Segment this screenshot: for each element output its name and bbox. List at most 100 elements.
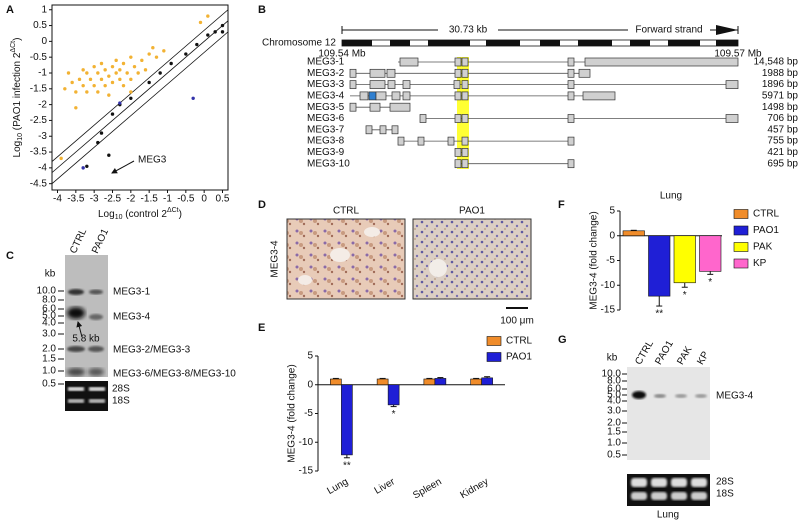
exon (582, 91, 616, 101)
x-tick-label: -0.5 (177, 194, 195, 205)
point (147, 52, 151, 56)
x-tick-label: Lung (325, 476, 350, 497)
transcript-length: 706 bp (767, 113, 798, 124)
static-layout (65, 218, 710, 506)
point (74, 90, 78, 94)
size-note: 5.8 kb (72, 334, 100, 345)
bar (330, 378, 342, 386)
exon (402, 91, 411, 101)
exon (461, 80, 469, 89)
blot-band (88, 368, 104, 376)
exon (349, 80, 357, 89)
chromosome-band (630, 40, 650, 46)
scale-label: 100 μm (500, 316, 534, 327)
ladder-label: 5.0 (607, 390, 621, 401)
point (129, 96, 133, 100)
y-tick-label: -15 (299, 466, 314, 477)
y-tick-label: -2 (38, 99, 47, 110)
scale-label-bg (438, 24, 498, 36)
ladder-label: 8.0 (42, 295, 56, 306)
chromosome-band (540, 40, 560, 46)
point (96, 90, 100, 94)
exon (578, 68, 591, 78)
x-tick-label: -1 (163, 194, 172, 205)
gel-band (671, 478, 687, 487)
gel-band (651, 492, 667, 500)
y-tick-label: -15 (601, 305, 616, 316)
reference-line (52, 9, 228, 162)
ladder-label: 1.5 (607, 427, 621, 438)
point (99, 131, 104, 135)
blot (627, 367, 710, 460)
point (96, 71, 100, 75)
x-axis-label: Log10 (control 2ΔCt) (98, 207, 182, 221)
ladder-label: 2.0 (607, 418, 621, 429)
ladder-label: 1.5 (42, 354, 56, 365)
lane-label: PAO1 (90, 227, 111, 256)
panel-label: G (558, 334, 567, 346)
point (147, 80, 151, 85)
gel-band (691, 492, 707, 500)
exon (461, 91, 469, 101)
exon (461, 136, 469, 146)
point (88, 77, 93, 82)
legend-swatch (486, 352, 502, 362)
point (220, 30, 225, 34)
point (132, 64, 137, 69)
band-label: MEG3-2/MEG3-3 (113, 345, 191, 356)
y-tick-label: -5 (606, 255, 615, 266)
point (96, 140, 100, 145)
arrow (76, 321, 83, 338)
exon (391, 91, 401, 101)
point (99, 77, 104, 82)
gel-band (89, 399, 105, 403)
point (118, 101, 122, 105)
y-tick-label: 0.5 (33, 20, 47, 31)
x-axis-label-part: ΔCt (167, 207, 179, 214)
exon (399, 57, 419, 67)
x-tick-label: Liver (373, 476, 398, 497)
y-tick-label: -0.5 (30, 52, 48, 63)
end-coord: 109.57 Mb (714, 49, 762, 60)
point (103, 83, 107, 88)
strand-label: Forward strand (635, 25, 702, 36)
gel-band (631, 492, 647, 500)
scale-label-bg (628, 24, 710, 36)
y-tick-label: -5 (304, 408, 313, 419)
y-tick-label: 5 (609, 206, 615, 217)
legend-swatch (733, 258, 749, 269)
chromosome-band (486, 40, 520, 46)
point (81, 166, 85, 170)
y-axis-label: MEG3-4 (fold change) (287, 364, 298, 462)
significance: ** (343, 460, 351, 471)
x-tick-label: -3.5 (67, 194, 85, 205)
significance: ** (655, 309, 663, 320)
panel-label: F (558, 199, 565, 211)
ladder-label: 0.5 (42, 379, 56, 390)
exon (402, 80, 411, 89)
exon (386, 68, 396, 78)
bar (648, 235, 671, 297)
x-tick-label: -3 (90, 194, 99, 205)
reference-line (52, 31, 228, 184)
chromosome-band (390, 40, 410, 46)
y-tick-label: 0 (307, 379, 313, 390)
point (143, 68, 148, 72)
ladder-label: 3.0 (607, 406, 621, 417)
band-label: MEG3-1 (113, 287, 151, 298)
rrna-label: 18S (716, 489, 734, 500)
y-tick-label: -2.5 (30, 115, 48, 126)
y-axis-label-part: Log (12, 141, 23, 158)
rrna-label: 28S (716, 477, 734, 488)
alveolus (364, 227, 380, 237)
y-tick-label: 0 (609, 230, 615, 241)
blot-band (89, 289, 103, 295)
significance: * (683, 290, 687, 301)
bar (387, 384, 400, 406)
exon (391, 125, 399, 135)
point (107, 153, 111, 157)
legend-label: PAO1 (506, 352, 532, 363)
kb-label: kb (607, 353, 618, 364)
sample-label: PAO1 (459, 206, 485, 217)
exon (369, 102, 381, 112)
